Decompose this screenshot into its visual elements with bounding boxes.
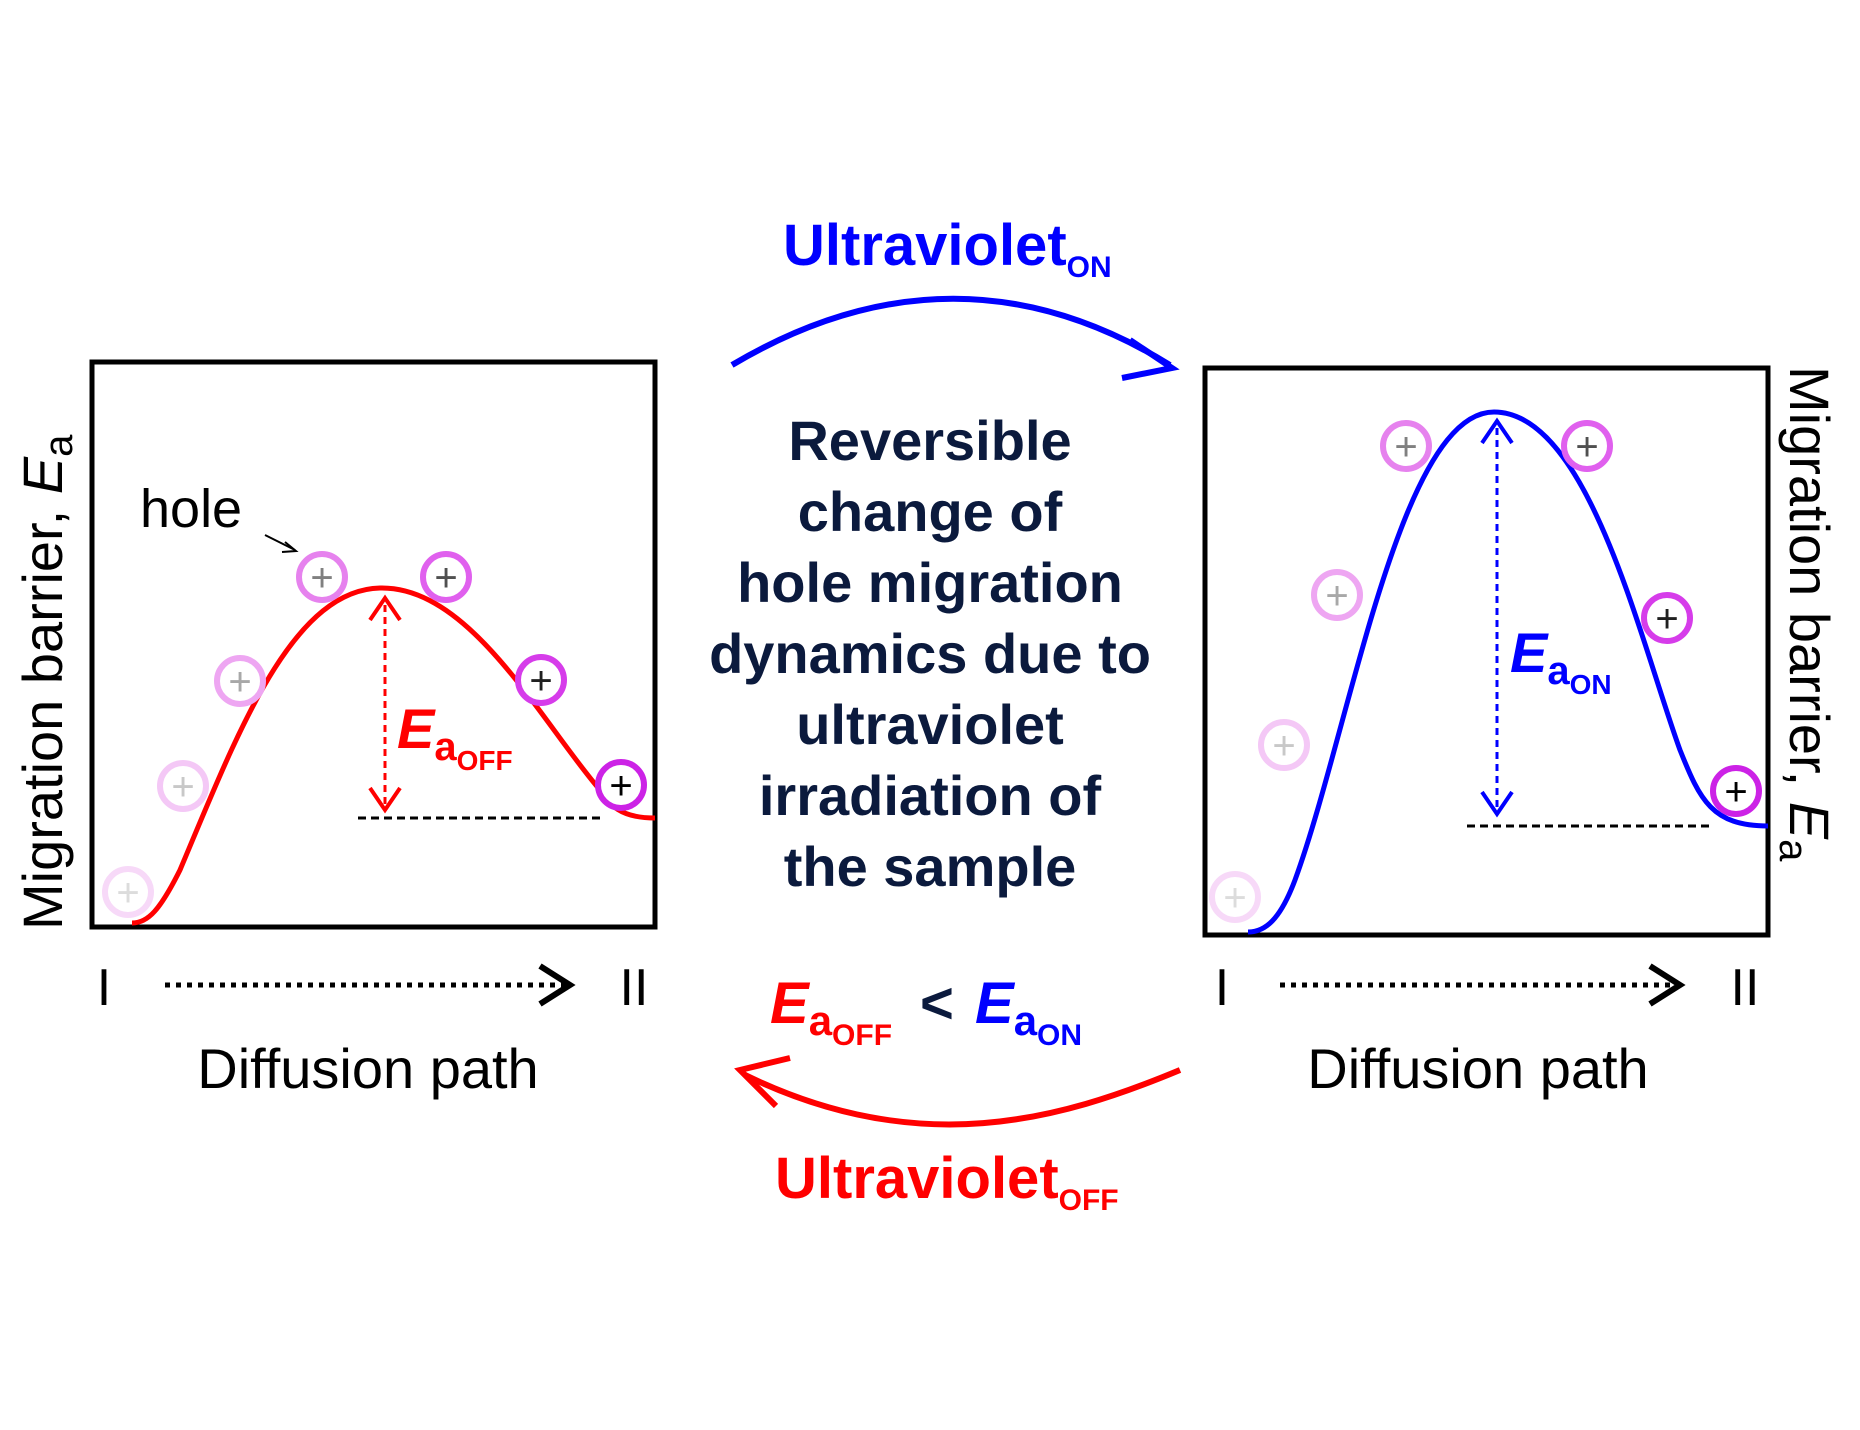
svg-text:+: + [609, 764, 632, 808]
svg-text:+: + [529, 659, 552, 703]
right-hole-5: + [1561, 420, 1613, 472]
center-line-3: hole migration [737, 551, 1123, 614]
right-hole-4: + [1380, 420, 1432, 472]
svg-text:+: + [434, 556, 457, 600]
svg-text:+: + [1575, 425, 1598, 469]
left-hole-2: + [157, 760, 209, 812]
comparison-expression: EaOFF < EaON [770, 971, 1082, 1052]
right-hole-1: + [1209, 871, 1261, 923]
right-hole-3: + [1311, 569, 1363, 621]
svg-text:+: + [1223, 876, 1246, 920]
left-hole-3: + [214, 655, 266, 707]
left-path-end: II [620, 959, 649, 1017]
svg-text:+: + [116, 871, 139, 915]
left-hole-4: + [296, 551, 348, 603]
center-line-2: change of [798, 480, 1063, 543]
bottom-transition: UltravioletOFF [734, 1055, 1182, 1217]
comparison-left: EaOFF [770, 971, 892, 1052]
svg-text:+: + [1655, 597, 1678, 641]
left-xlabel: Diffusion path [197, 1037, 538, 1100]
center-line-6: irradiation of [759, 764, 1102, 827]
left-barrier-curve [131, 585, 656, 926]
right-hole-6: + [1641, 592, 1693, 644]
right-hole-2: + [1258, 719, 1310, 771]
center-line-4: dynamics due to [709, 622, 1151, 685]
top-curved-arrow [730, 295, 1172, 368]
right-path-end: II [1731, 959, 1760, 1017]
right-plot-frame [1202, 365, 1771, 938]
left-panel: EaOFF + + + + + + + [11, 359, 658, 1100]
top-transition: UltravioletON [730, 213, 1180, 381]
bottom-curved-arrow [743, 1067, 1182, 1128]
comparison-right: EaON [975, 971, 1082, 1052]
right-ylabel: Migration barrier, Ea [1771, 366, 1841, 862]
left-hole-5: + [420, 551, 472, 603]
left-ea-arrow [368, 594, 402, 814]
right-ea-arrow [1480, 417, 1514, 818]
svg-text:+: + [1394, 425, 1417, 469]
top-arrow-label: UltravioletON [783, 213, 1112, 284]
svg-text:+: + [171, 765, 194, 809]
center-line-1: Reversible [788, 409, 1071, 472]
center-description: Reversible change of hole migration dyna… [709, 409, 1151, 898]
svg-text:+: + [1325, 574, 1348, 618]
center-line-5: ultraviolet [796, 693, 1064, 756]
comparison-operator: < [920, 971, 954, 1036]
bottom-arrow-label: UltravioletOFF [775, 1146, 1119, 1217]
svg-text:+: + [1272, 724, 1295, 768]
right-hole-7: + [1710, 765, 1762, 817]
right-ea-label: EaON [1510, 621, 1612, 700]
svg-text:+: + [228, 660, 251, 704]
center-line-7: the sample [784, 835, 1077, 898]
right-panel: EaON + + + + + + + Mi [1202, 365, 1841, 1100]
left-ylabel: Migration barrier, Ea [11, 434, 81, 930]
hole-label: hole [140, 479, 242, 539]
left-path-start: I [97, 959, 111, 1017]
left-ea-label: EaOFF [397, 697, 513, 776]
right-xlabel: Diffusion path [1307, 1037, 1648, 1100]
svg-text:+: + [310, 556, 333, 600]
left-plot-frame [89, 359, 658, 930]
right-barrier-curve [1247, 409, 1769, 935]
hole-pointer [264, 534, 296, 551]
left-hole-1: + [102, 866, 154, 918]
svg-text:+: + [1724, 770, 1747, 814]
left-hole-6: + [515, 654, 567, 706]
right-path-start: I [1215, 959, 1229, 1017]
left-hole-7: + [595, 759, 647, 811]
